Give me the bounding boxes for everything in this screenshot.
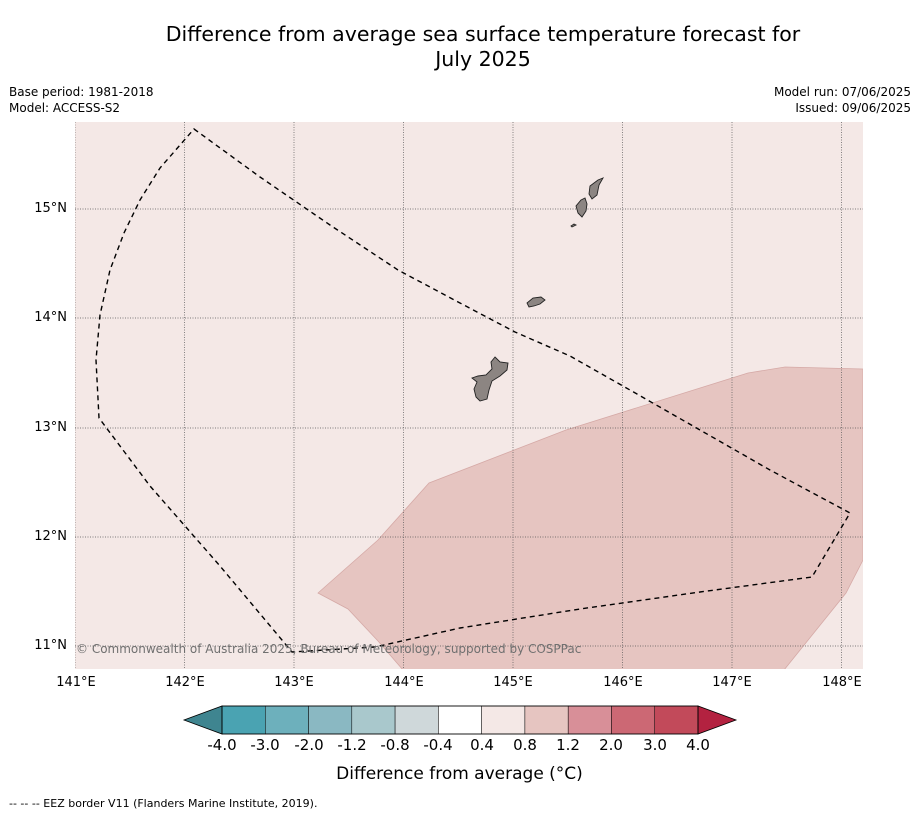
colorbar-swatch — [654, 705, 699, 735]
lon-label-142: 142°E — [165, 675, 205, 690]
colorbar-swatch — [611, 705, 655, 735]
tinian-island — [575, 197, 588, 218]
lon-label-143: 143°E — [274, 675, 314, 690]
lat-label-13: 13°N — [34, 420, 67, 435]
base-period-text: Base period: 1981-2018 — [9, 85, 154, 99]
map-title-line-1: Difference from average sea surface temp… — [165, 22, 801, 46]
colorbar-swatch — [265, 705, 309, 735]
colorbar-over-arrow — [697, 705, 738, 735]
copyright-text: © Commonwealth of Australia 2025, Bureau… — [76, 642, 582, 656]
lat-label-15: 15°N — [34, 201, 67, 216]
colorbar-swatch — [221, 705, 266, 735]
colorbar-swatch — [351, 705, 396, 735]
colorbar-swatch — [567, 705, 612, 735]
cb-tick: 4.0 — [686, 736, 710, 754]
cb-tick: -2.0 — [294, 736, 324, 754]
cb-tick: 0.4 — [470, 736, 494, 754]
cb-tick: 0.8 — [513, 736, 537, 754]
colorbar-swatch — [524, 705, 569, 735]
colorbar-swatches — [221, 705, 699, 735]
lon-label-147: 147°E — [712, 675, 752, 690]
colorbar-swatch — [394, 705, 439, 735]
meta-right: Model run: 07/06/2025 Issued: 09/06/2025 — [774, 84, 911, 116]
lat-label-11: 11°N — [34, 638, 67, 653]
cb-tick: 3.0 — [643, 736, 667, 754]
aguijan-islet — [570, 223, 578, 228]
map-title-line-2: July 2025 — [435, 47, 531, 71]
lon-label-144: 144°E — [384, 675, 424, 690]
cb-tick: -3.0 — [250, 736, 280, 754]
islands — [471, 177, 605, 402]
lon-label-146: 146°E — [603, 675, 643, 690]
lon-label-145: 145°E — [493, 675, 533, 690]
eez-footer-note: -- -- -- EEZ border V11 (Flanders Marine… — [9, 797, 318, 810]
rota-island — [526, 296, 546, 308]
colorbar-frame — [221, 705, 699, 735]
cb-tick: -0.4 — [423, 736, 453, 754]
meta-left: Base period: 1981-2018 Model: ACCESS-S2 — [9, 84, 154, 116]
cb-tick: -0.8 — [380, 736, 410, 754]
colorbar-swatch — [481, 705, 526, 735]
colorbar-swatch — [308, 705, 353, 735]
model-run-text: Model run: 07/06/2025 — [773, 85, 911, 99]
lon-label-141: 141°E — [56, 675, 96, 690]
lat-label-12: 12°N — [34, 529, 67, 544]
model-text: Model: ACCESS-S2 — [9, 101, 121, 115]
lon-label-148: 148°E — [822, 675, 862, 690]
lat-label-14: 14°N — [34, 310, 67, 325]
cb-tick: 2.0 — [599, 736, 623, 754]
cb-tick: -1.2 — [337, 736, 367, 754]
cb-tick: -4.0 — [207, 736, 237, 754]
gridlines — [75, 122, 863, 669]
issued-text: Issued: 09/06/2025 — [795, 101, 911, 115]
guam-island — [471, 356, 509, 402]
cb-tick: 1.2 — [556, 736, 580, 754]
map-title: Difference from average sea surface temp… — [120, 22, 846, 72]
colorbar-swatch — [438, 705, 482, 735]
colorbar-under-arrow — [182, 705, 223, 735]
colorbar-label: Difference from average (°C) — [336, 764, 583, 784]
saipan-island — [588, 177, 605, 200]
